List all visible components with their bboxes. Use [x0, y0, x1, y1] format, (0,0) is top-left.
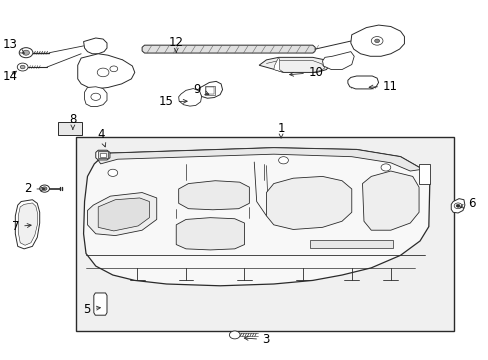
Polygon shape: [83, 148, 429, 286]
Text: 5: 5: [83, 303, 100, 316]
Polygon shape: [18, 203, 38, 245]
Polygon shape: [87, 193, 157, 235]
Circle shape: [380, 164, 390, 171]
Circle shape: [110, 66, 118, 72]
Bar: [205, 87, 213, 94]
Circle shape: [229, 331, 240, 339]
Text: 3: 3: [244, 333, 269, 346]
Circle shape: [40, 185, 49, 192]
Bar: [100, 153, 106, 157]
Polygon shape: [83, 38, 107, 54]
Polygon shape: [322, 51, 353, 69]
Polygon shape: [259, 57, 329, 72]
Circle shape: [455, 204, 459, 207]
Text: 8: 8: [69, 113, 77, 129]
Circle shape: [17, 63, 28, 71]
Bar: [310, 240, 392, 248]
Circle shape: [19, 48, 33, 58]
Text: 7: 7: [12, 220, 31, 233]
Polygon shape: [178, 181, 249, 210]
Text: 4: 4: [97, 127, 105, 147]
Polygon shape: [94, 293, 107, 315]
Bar: [76, 137, 453, 330]
Polygon shape: [98, 148, 422, 171]
Polygon shape: [450, 199, 464, 213]
Polygon shape: [199, 81, 222, 98]
Bar: [418, 164, 429, 184]
Polygon shape: [347, 76, 378, 89]
Text: 10: 10: [289, 66, 323, 79]
Circle shape: [108, 169, 118, 176]
Bar: [98, 151, 108, 158]
Text: 13: 13: [3, 38, 24, 53]
Polygon shape: [350, 25, 404, 56]
Polygon shape: [15, 200, 40, 249]
Polygon shape: [84, 87, 107, 107]
Text: 1: 1: [277, 122, 284, 138]
Polygon shape: [98, 198, 149, 231]
Circle shape: [278, 157, 288, 164]
Bar: [58, 122, 81, 135]
Text: 11: 11: [368, 80, 397, 93]
Polygon shape: [142, 45, 315, 53]
Text: 2: 2: [24, 183, 45, 195]
Polygon shape: [176, 218, 244, 250]
Text: 6: 6: [459, 197, 474, 210]
Polygon shape: [273, 57, 283, 72]
Text: 14: 14: [3, 69, 18, 82]
Polygon shape: [96, 150, 110, 160]
Circle shape: [97, 68, 109, 77]
Circle shape: [374, 39, 379, 42]
Polygon shape: [266, 176, 351, 229]
Bar: [204, 86, 215, 95]
Text: 12: 12: [168, 36, 183, 52]
Circle shape: [42, 187, 47, 190]
Polygon shape: [362, 171, 418, 230]
Circle shape: [453, 203, 461, 209]
Circle shape: [91, 93, 101, 100]
Polygon shape: [178, 89, 201, 106]
Circle shape: [22, 50, 29, 55]
Text: 15: 15: [159, 95, 187, 108]
Polygon shape: [78, 54, 135, 89]
Circle shape: [370, 37, 382, 45]
Circle shape: [20, 65, 25, 69]
Text: 9: 9: [193, 83, 208, 96]
